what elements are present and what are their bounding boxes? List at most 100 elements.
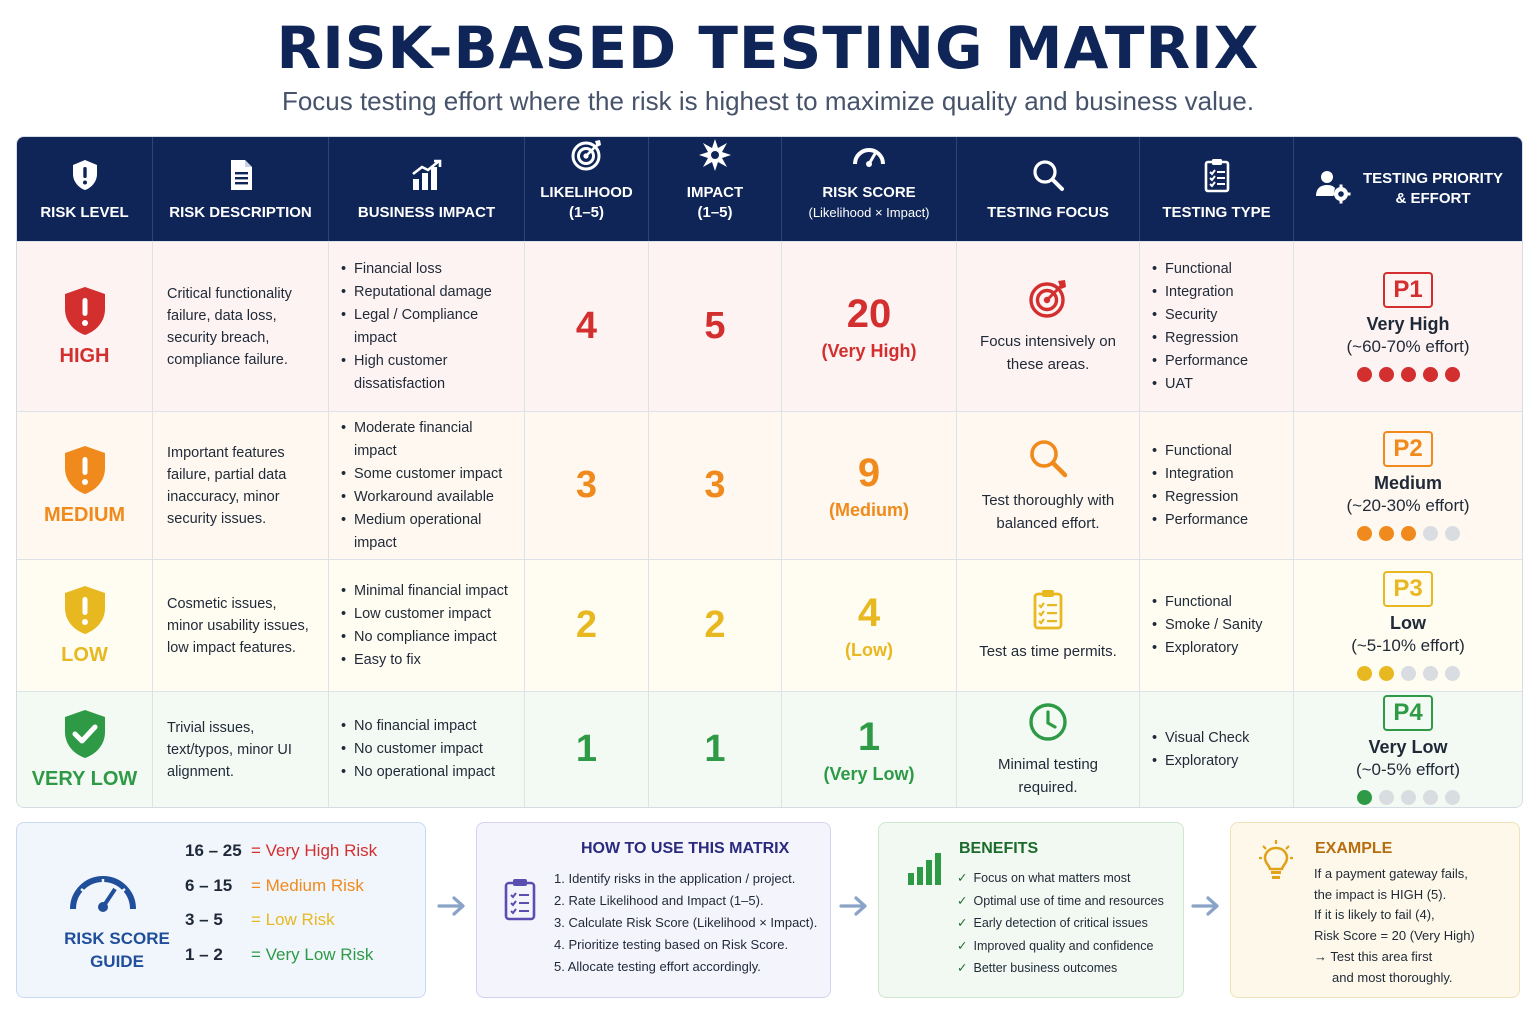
list-item: Performance — [1152, 350, 1285, 373]
risk-level-label: MEDIUM — [43, 504, 126, 526]
effort-dot — [1422, 665, 1438, 681]
risk-level-label: HIGH — [59, 345, 110, 367]
effort-dot — [1356, 525, 1372, 541]
effort-dot — [1422, 525, 1438, 541]
list-item: Minimal financial impact — [341, 580, 516, 603]
table-row: HIGH Critical functionality failure, dat… — [17, 241, 1522, 411]
priority-level: Very Low — [1368, 736, 1448, 757]
business-impact-cell: No financial impactNo customer impactNo … — [329, 691, 525, 807]
speedometer-icon — [70, 876, 136, 912]
example-line: and most thoroughly. — [1314, 969, 1453, 985]
example-line: Risk Score = 20 (Very High) — [1314, 928, 1475, 944]
list-item: 2. Rate Likelihood and Impact (1–5). — [554, 893, 764, 908]
testing-priority-cell: P4 Very Low (~0-5% effort) — [1294, 691, 1522, 807]
effort-dot — [1400, 525, 1416, 541]
likelihood-cell: 2 — [525, 559, 649, 691]
list-item: 1. Identify risks in the application / p… — [554, 871, 796, 886]
list-item: ✓ Better business outcomes — [957, 961, 1118, 975]
list-item: Functional — [1152, 440, 1285, 463]
burst-icon — [655, 137, 775, 173]
list-item: No financial impact — [341, 715, 516, 738]
effort-dot — [1400, 665, 1416, 681]
guide-row: 1 – 2 = Very Low Risk — [185, 945, 374, 964]
guide-row: 6 – 15 = Medium Risk — [185, 876, 364, 895]
column-header-label: RISK DESCRIPTION — [169, 204, 312, 221]
list-item: Smoke / Sanity — [1152, 614, 1285, 637]
risk-score-cell: 9 (Medium) — [782, 411, 957, 559]
column-header-label: RISK SCORE — [822, 184, 916, 201]
example-line: → Test this area first — [1314, 948, 1433, 964]
impact-cell: 1 — [649, 691, 782, 807]
column-header-testing-priority: TESTING PRIORITY & EFFORT — [1294, 137, 1522, 241]
effort-dot — [1422, 366, 1438, 382]
list-item: Regression — [1152, 327, 1285, 350]
priority-level: Medium — [1373, 472, 1442, 493]
risk-score-value: 4 — [857, 591, 881, 635]
shield-alert-icon — [17, 285, 152, 337]
check-icon: ✓ — [957, 893, 968, 908]
testing-type-cell: FunctionalIntegrationSecurityRegressionP… — [1140, 241, 1294, 411]
list-item: UAT — [1152, 373, 1285, 396]
shield-alert-icon — [23, 157, 146, 193]
column-header-impact: IMPACT (1–5) — [649, 137, 782, 241]
column-header-likelihood: LIKELIHOOD (1–5) — [525, 137, 649, 241]
table-header-row: RISK LEVEL RISK DESCRIPTION BUSINESS IMP… — [17, 137, 1522, 241]
example-card: EXAMPLE If a payment gateway fails, the … — [1230, 822, 1520, 998]
example-line: If a payment gateway fails, — [1314, 866, 1468, 881]
benefits-title: BENEFITS — [959, 840, 1039, 857]
risk-score-value: 1 — [857, 715, 881, 759]
priority-badge: P4 — [1383, 694, 1433, 731]
risk-description-cell: Trivial issues, text/typos, minor UI ali… — [153, 691, 329, 807]
column-header-risk-description: RISK DESCRIPTION — [153, 137, 329, 241]
risk-description-cell: Critical functionality failure, data los… — [153, 241, 329, 411]
list-item: Functional — [1152, 258, 1285, 281]
guide-row: 16 – 25 = Very High Risk — [185, 841, 378, 860]
priority-effort: (~0-5% effort) — [1355, 759, 1461, 779]
risk-score-cell: 20 (Very High) — [782, 241, 957, 411]
column-header-label: TESTING FOCUS — [987, 204, 1109, 221]
effort-dot — [1400, 366, 1416, 382]
list-item: Security — [1152, 304, 1285, 327]
effort-dots — [1294, 525, 1522, 541]
risk-score-label: (Low) — [845, 640, 893, 660]
arrow-right-icon — [1191, 896, 1219, 916]
example-body: If a payment gateway fails, the impact i… — [1314, 864, 1475, 988]
list-item: Financial loss — [341, 258, 516, 281]
column-header-label: BUSINESS IMPACT — [357, 204, 496, 221]
how-to-use-steps: 1. Identify risks in the application / p… — [554, 868, 817, 978]
risk-description-cell: Cosmetic issues, minor usability issues,… — [153, 559, 329, 691]
testing-type-cell: FunctionalIntegrationRegressionPerforman… — [1140, 411, 1294, 559]
list-item: No compliance impact — [341, 626, 516, 649]
table-row: MEDIUM Important features failure, parti… — [17, 411, 1522, 559]
guide-row: 3 – 5 = Low Risk — [185, 910, 335, 929]
risk-description-cell: Important features failure, partial data… — [153, 411, 329, 559]
risk-score-cell: 1 (Very Low) — [782, 691, 957, 807]
list-item: Low customer impact — [341, 603, 516, 626]
how-to-use-card: HOW TO USE THIS MATRIX 1. Identify risks… — [476, 822, 831, 998]
list-item: Performance — [1152, 509, 1285, 532]
table-row: LOW Cosmetic issues, minor usability iss… — [17, 559, 1522, 691]
list-item: Integration — [1152, 281, 1285, 304]
business-impact-cell: Moderate financial impactSome customer i… — [329, 411, 525, 559]
business-impact-cell: Financial lossReputational damageLegal /… — [329, 241, 525, 411]
column-header-label: RISK LEVEL — [40, 204, 129, 221]
target-icon — [531, 137, 642, 173]
user-gear-icon — [1313, 166, 1353, 212]
example-line: the impact is HIGH (5). — [1314, 886, 1447, 902]
risk-matrix-table: RISK LEVEL RISK DESCRIPTION BUSINESS IMP… — [16, 136, 1523, 808]
clipboard-checklist-icon — [504, 879, 536, 921]
list-item: Moderate financial impact — [341, 417, 516, 463]
bar-chart-icon — [335, 157, 518, 193]
example-title: EXAMPLE — [1315, 840, 1393, 857]
list-item: ✓ Optimal use of time and resources — [957, 893, 1164, 908]
risk-level-cell: MEDIUM — [17, 411, 153, 559]
table-body: HIGH Critical functionality failure, dat… — [17, 241, 1522, 807]
priority-effort: (~5-10% effort) — [1351, 635, 1465, 655]
risk-level-label: LOW — [61, 644, 108, 666]
list-item: Integration — [1152, 463, 1285, 486]
priority-level: Low — [1390, 612, 1426, 633]
list-item: Reputational damage — [341, 281, 516, 304]
list-item: ✓ Early detection of critical issues — [957, 916, 1148, 930]
column-header-risk-score: RISK SCORE (Likelihood × Impact) — [782, 137, 957, 241]
testing-focus-text: Minimal testing required. — [997, 755, 1099, 796]
